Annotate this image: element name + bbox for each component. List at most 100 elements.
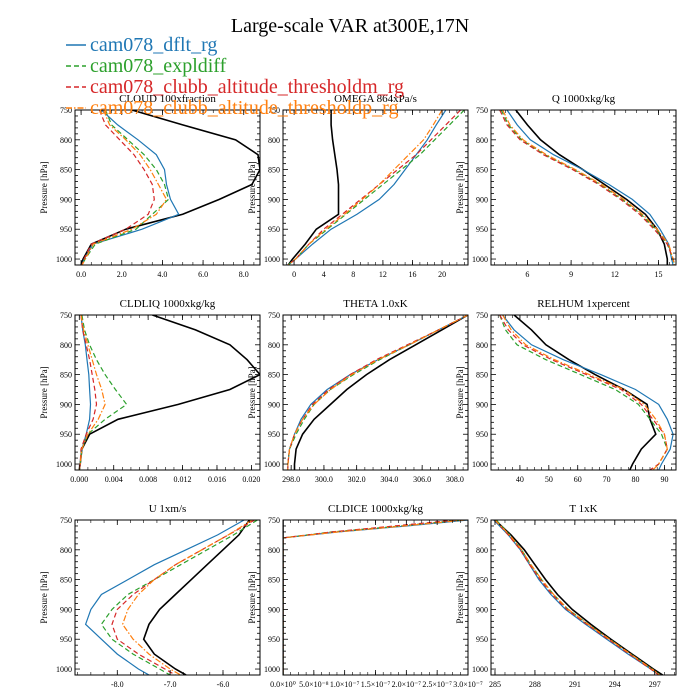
- chart-panel-3: Q 1000xkg/kg 750 800 850 900 950 1000 6 9 12 15 Pre…: [455, 93, 677, 279]
- series-line-cam078_clubb_altitude_thresholdp_rg: [494, 520, 661, 675]
- legend-item: cam078_clubb_altitude_thresholdp_rg: [66, 97, 398, 119]
- x-tick-label: 90: [660, 475, 668, 484]
- y-tick-label: 800: [268, 341, 280, 350]
- panel-title: OMEGA 864xPa/s: [334, 93, 417, 105]
- series-line-cam078_clubb_altitude_thresholdp_rg: [283, 520, 465, 675]
- x-tick-label: 0.016: [208, 475, 226, 484]
- series-line-cam078_expldiff: [500, 110, 676, 265]
- series-line-control: [513, 315, 657, 470]
- x-tick-label: -7.0: [164, 680, 177, 689]
- y-tick-label: 750: [476, 106, 488, 115]
- y-tick-label: 900: [268, 195, 280, 204]
- x-tick-label: 1.5×10⁻⁷: [361, 680, 391, 689]
- x-tick-label: 2.5×10⁻⁷: [422, 680, 452, 689]
- series-line-cam078_clubb_altitude_thresholdm_rg: [283, 520, 456, 675]
- x-tick-label: 70: [603, 475, 611, 484]
- plot-frame: [490, 109, 677, 266]
- series-group: [80, 110, 260, 265]
- x-tick-label: 0.000: [70, 475, 88, 484]
- series-line-cam078_expldiff: [283, 520, 462, 675]
- series-line-cam078_dflt_rg: [502, 315, 674, 470]
- panel-title: THETA 1.0xK: [343, 298, 408, 310]
- legend-item: cam078_expldiff: [66, 55, 227, 77]
- chart-panel-6: RELHUM 1xpercent 750 800 850 900 950 1000 40 50 6…: [455, 298, 677, 484]
- legend-item: cam078_dflt_rg: [66, 34, 217, 56]
- y-tick-label: 850: [60, 576, 72, 585]
- y-tick-label: 950: [476, 635, 488, 644]
- y-tick-label: 950: [60, 430, 72, 439]
- x-tick-label: 16: [409, 270, 417, 279]
- series-line-cam078_expldiff: [499, 315, 668, 470]
- chart-panel-1: CLOUD 100xfraction 750 800 850 900 950 1000 0.0…: [39, 93, 261, 279]
- x-tick-label: 5.0×10⁻⁸: [299, 680, 329, 689]
- series-line-cam078_dflt_rg: [84, 520, 245, 675]
- series-group: [283, 520, 468, 675]
- y-tick-label: 900: [476, 400, 488, 409]
- y-tick-label: 1000: [264, 255, 280, 264]
- panel-title: U 1xm/s: [149, 503, 187, 515]
- series-line-cam078_dflt_rg: [81, 110, 180, 265]
- x-tick-label: 40: [516, 475, 524, 484]
- x-tick-label: 306.0: [413, 475, 431, 484]
- x-tick-label: 0.008: [139, 475, 157, 484]
- y-tick-label: 800: [476, 546, 488, 555]
- y-tick-label: 850: [268, 371, 280, 380]
- y-tick-label: 1000: [264, 460, 280, 469]
- series-line-control: [78, 315, 260, 470]
- y-tick-label: 1000: [472, 665, 488, 674]
- chart-panel-4: CLDLIQ 1000xkg/kg 750 800 850 900 950 1000 0.00…: [39, 298, 261, 484]
- series-line-cam078_expldiff: [81, 110, 170, 265]
- y-axis-label: Pressure [hPa]: [39, 161, 49, 213]
- series-line-cam078_expldiff: [495, 520, 661, 675]
- y-tick-label: 750: [60, 106, 72, 115]
- y-tick-label: 850: [476, 371, 488, 380]
- x-tick-label: 8.0: [239, 270, 249, 279]
- y-tick-label: 1000: [56, 665, 72, 674]
- series-line-cam078_clubb_altitude_thresholdp_rg: [121, 520, 253, 675]
- panel-title: RELHUM 1xpercent: [537, 298, 630, 310]
- x-tick-label: 4: [322, 270, 326, 279]
- x-tick-label: 60: [574, 475, 582, 484]
- series-group: [499, 315, 674, 470]
- y-tick-label: 1000: [56, 255, 72, 264]
- series-line-control: [494, 520, 664, 675]
- legend-label: cam078_clubb_altitude_thresholdp_rg: [90, 97, 398, 119]
- x-tick-label: 9: [569, 270, 573, 279]
- y-tick-label: 900: [476, 605, 488, 614]
- y-axis-label: Pressure [hPa]: [247, 161, 257, 213]
- plot-frame: [282, 519, 469, 676]
- y-tick-label: 750: [476, 516, 488, 525]
- series-line-cam078_clubb_altitude_thresholdp_rg: [287, 110, 443, 265]
- y-tick-label: 850: [268, 166, 280, 175]
- y-tick-label: 750: [268, 311, 280, 320]
- x-tick-label: 0.020: [242, 475, 260, 484]
- y-tick-label: 900: [60, 195, 72, 204]
- y-tick-label: 800: [60, 136, 72, 145]
- series-line-cam078_clubb_altitude_thresholdp_rg: [502, 110, 676, 265]
- x-tick-label: -6.0: [217, 680, 230, 689]
- y-tick-label: 850: [60, 166, 72, 175]
- legend-label: cam078_expldiff: [90, 55, 227, 77]
- y-tick-label: 800: [60, 546, 72, 555]
- x-tick-label: 15: [655, 270, 663, 279]
- series-line-cam078_dflt_rg: [287, 315, 468, 470]
- x-tick-label: 285: [489, 680, 501, 689]
- series-line-control: [515, 110, 669, 265]
- panel-title: T 1xK: [569, 503, 597, 515]
- y-axis-label: Pressure [hPa]: [247, 366, 257, 418]
- y-tick-label: 950: [60, 225, 72, 234]
- series-line-cam078_expldiff: [287, 315, 468, 470]
- figure-title: Large-scale VAR at300E,17N: [231, 15, 469, 37]
- y-tick-label: 850: [60, 371, 72, 380]
- x-tick-label: 80: [632, 475, 640, 484]
- y-tick-label: 1000: [264, 665, 280, 674]
- x-tick-label: 302.0: [348, 475, 366, 484]
- y-tick-label: 900: [268, 400, 280, 409]
- x-tick-label: 291: [569, 680, 581, 689]
- x-tick-label: 4.0: [157, 270, 167, 279]
- x-tick-label: 2.0: [117, 270, 127, 279]
- series-line-cam078_clubb_altitude_thresholdm_rg: [78, 315, 98, 470]
